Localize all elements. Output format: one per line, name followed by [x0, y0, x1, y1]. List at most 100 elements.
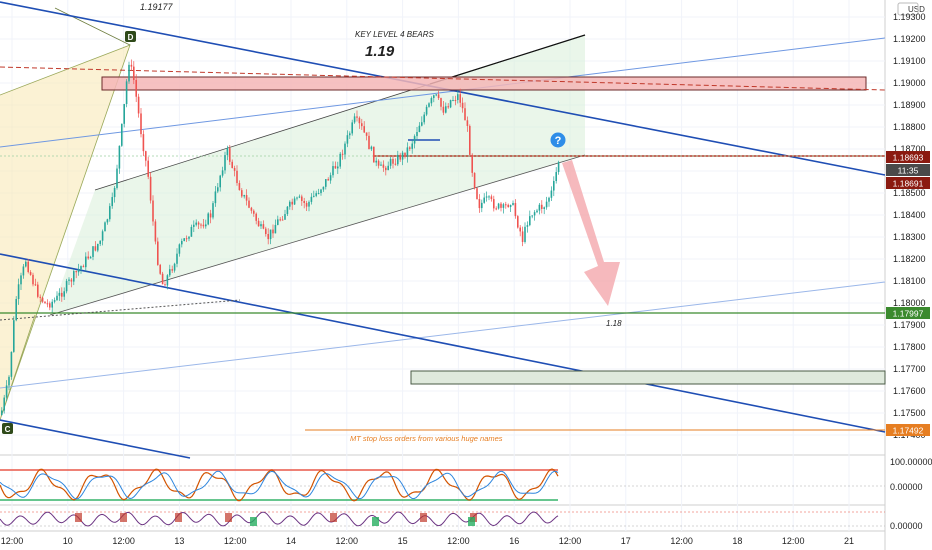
candle-body: [550, 190, 553, 198]
candle-body: [308, 201, 310, 207]
candle-body: [164, 284, 166, 286]
candle-body: [447, 106, 449, 108]
candle-body: [305, 202, 308, 207]
candle-body: [327, 179, 329, 181]
candle-body: [452, 99, 454, 101]
price-label-text: 1.18691: [893, 179, 924, 189]
candle-body: [133, 66, 135, 80]
candle-body: [557, 162, 560, 173]
second-oscillator-pane[interactable]: [0, 511, 885, 527]
candle-body: [293, 198, 296, 205]
candle-body: [140, 113, 142, 135]
candle-body: [529, 216, 531, 226]
candle-body: [478, 198, 481, 209]
candle-body: [296, 197, 298, 199]
candle-body: [289, 201, 291, 207]
osc-d-line: [0, 470, 559, 500]
candle-body: [13, 320, 15, 352]
candle-body: [53, 300, 56, 302]
candle-body: [281, 219, 284, 221]
candle-body: [200, 224, 202, 226]
candle-body: [361, 123, 363, 127]
candle-body: [195, 222, 197, 225]
price-axis-ticks: 1.19300 1.19200 1.19100 1.19000 1.18900 1.188…: [893, 12, 926, 440]
candle-body: [17, 284, 20, 300]
candle-body: [41, 297, 44, 302]
question-marker-icon[interactable]: [550, 132, 566, 148]
channel-lower-line: [49, 154, 586, 316]
candle-body: [466, 120, 469, 126]
price-tick-label: 1.18500: [893, 188, 926, 198]
candle-body: [370, 146, 373, 150]
time-tick-label: 10: [63, 536, 73, 546]
candle-body: [44, 301, 46, 304]
price-label-box: [886, 177, 930, 189]
candle-body: [130, 64, 133, 67]
candle-body: [109, 206, 111, 220]
price-tick-label: 1.18300: [893, 232, 926, 242]
candle-body: [517, 216, 519, 228]
candle-body: [459, 94, 461, 103]
candle-body: [260, 224, 262, 227]
price-label-box: [886, 164, 930, 176]
candle-body: [159, 264, 161, 274]
candle-body: [541, 204, 543, 209]
time-tick-label: 12:00: [447, 536, 470, 546]
candlestick-series[interactable]: [1, 59, 560, 416]
time-tick-label: 12:00: [1, 536, 24, 546]
stop-loss-annotation: MT stop loss orders from various huge na…: [350, 434, 503, 443]
candle-body: [411, 143, 413, 149]
candle-body: [358, 117, 361, 124]
candle-body: [39, 296, 41, 298]
candle-body: [8, 376, 10, 386]
candle-body: [77, 269, 80, 273]
osc2-signal-marker-red: [420, 513, 427, 522]
candle-body: [469, 125, 471, 155]
candle-body: [363, 126, 365, 133]
candle-body: [454, 99, 457, 101]
candle-body: [214, 191, 217, 204]
descending-trendline-bottom: [0, 419, 191, 459]
candle-body: [233, 167, 236, 171]
candle-body: [116, 168, 118, 188]
high-price-annotation: 1.19177: [140, 2, 174, 12]
candle-body: [224, 155, 226, 171]
candle-body: [212, 203, 214, 218]
price-tick-label: 1.18800: [893, 122, 926, 132]
candle-body: [497, 203, 500, 209]
candle-body: [339, 153, 341, 167]
candle-body: [255, 213, 257, 221]
price-tick-label: 1.17900: [893, 320, 926, 330]
candle-body: [502, 204, 505, 208]
stochastic-oscillator-pane[interactable]: [0, 468, 885, 502]
candle-body: [428, 103, 430, 107]
osc2-signal-marker-red: [120, 513, 127, 522]
candle-body: [416, 132, 418, 137]
currency-label: USD: [908, 5, 925, 14]
candle-body: [445, 106, 447, 113]
candle-body: [397, 154, 399, 165]
time-tick-label: 14: [286, 536, 296, 546]
candle-body: [27, 261, 29, 273]
candle-body: [229, 148, 231, 162]
candle-body: [421, 122, 423, 126]
oscillator-axis-ticks: 100.00000 0.00000 0.00000: [890, 457, 932, 531]
currency-label-box[interactable]: [897, 2, 919, 16]
candle-body: [490, 196, 493, 200]
resistance-dashed-line: [0, 66, 886, 91]
candle-body: [262, 224, 265, 229]
candle-body: [267, 234, 269, 240]
candle-body: [274, 224, 277, 234]
candle-body: [183, 238, 185, 242]
price-tick-label: 1.19100: [893, 56, 926, 66]
price-tick-label: 1.17700: [893, 364, 926, 374]
time-tick-label: 21: [844, 536, 854, 546]
candle-body: [533, 212, 536, 216]
harmonic-leg-top: [54, 7, 131, 46]
dotted-trendline: [0, 299, 241, 321]
candle-body: [217, 187, 219, 192]
candle-body: [509, 204, 512, 207]
candle-body: [181, 241, 183, 245]
candle-body: [473, 172, 476, 189]
